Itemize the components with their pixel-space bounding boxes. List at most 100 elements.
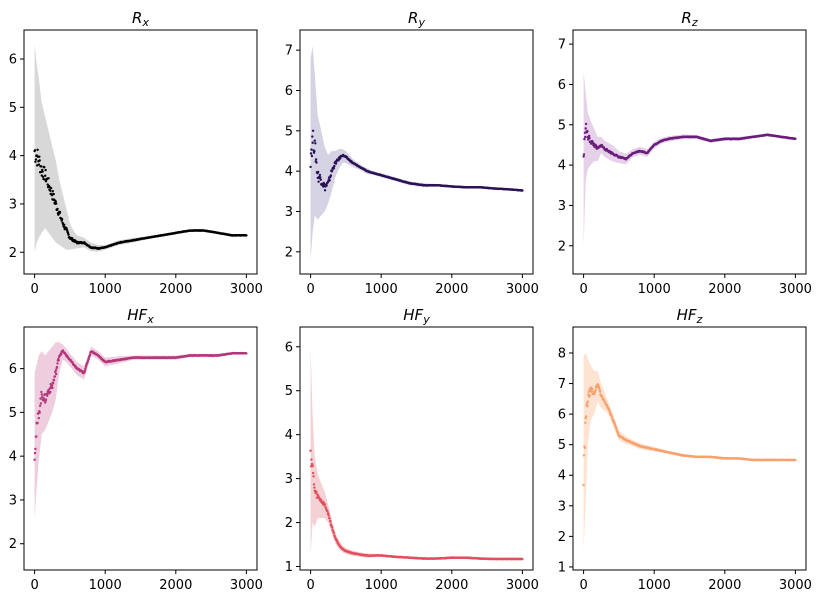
data-point: [333, 534, 336, 538]
axes-frame: [572, 29, 807, 275]
data-point: [313, 486, 316, 489]
data-point: [327, 512, 330, 515]
y-tick-label: 4: [558, 159, 566, 174]
data-point: [329, 174, 333, 177]
data-point: [309, 165, 312, 169]
y-tick-label: 4: [558, 469, 566, 484]
data-point: [84, 367, 87, 371]
data-point: [315, 161, 318, 164]
data-point: [310, 458, 313, 461]
x-tick-label: 1000: [365, 282, 398, 297]
chart-panel-hfy: 0 1000 2000 3000 1 2 3 4 5 6 HFy: [285, 306, 539, 593]
chart-title: HFz: [677, 306, 703, 326]
chart-title-subscript: z: [696, 313, 703, 326]
chart-panel-rx: 0 1000 2000 3000 2 3 4 5 6 Rx: [9, 9, 263, 297]
chart-panel-rz: 0 1000 2000 3000 2 3 4 5 6 7 Rz: [558, 9, 812, 297]
data-point: [37, 163, 40, 166]
data-point: [331, 169, 334, 172]
chart-panel-hfz: 0 1000 2000 3000 1 2 3 4 5 6 7 8 HFz: [558, 306, 812, 593]
data-point: [521, 189, 524, 192]
data-point: [615, 426, 618, 430]
data-point: [60, 353, 63, 356]
data-point: [582, 483, 585, 487]
y-tick-label: 5: [285, 124, 293, 139]
data-point: [582, 153, 586, 156]
data-point: [521, 557, 524, 561]
data-point: [329, 520, 332, 523]
x-tick-label: 3000: [779, 578, 812, 593]
data-point: [34, 160, 37, 163]
data-point: [591, 387, 594, 390]
data-point: [598, 390, 602, 393]
data-point: [54, 369, 57, 372]
data-point: [311, 129, 315, 132]
data-point: [44, 398, 48, 401]
data-point: [88, 353, 92, 356]
x-tick-label: 2000: [708, 282, 741, 297]
chart-title-main: HF: [127, 306, 147, 324]
chart-title-subscript: z: [691, 16, 698, 29]
data-point: [56, 207, 59, 211]
chart-title-main: R: [681, 9, 691, 27]
data-point: [87, 357, 91, 360]
data-points-rz: [582, 122, 797, 161]
y-tick-label: 3: [558, 499, 566, 514]
chart-title: Rx: [132, 9, 149, 29]
data-point: [54, 200, 57, 203]
data-point: [38, 155, 41, 158]
y-tick-label: 7: [558, 377, 566, 392]
data-point: [584, 415, 588, 418]
data-point: [36, 148, 39, 151]
data-point: [42, 397, 46, 400]
chart-panel-hfx: 0 1000 2000 3000 2 3 4 5 6 HFx: [9, 306, 263, 593]
data-point: [590, 390, 593, 394]
data-point: [317, 170, 320, 174]
data-point: [317, 495, 320, 498]
y-tick-label: 3: [9, 197, 17, 212]
data-point: [594, 389, 597, 392]
data-point: [319, 176, 322, 179]
data-point: [310, 148, 313, 151]
y-tick-label: 3: [558, 199, 566, 214]
data-point: [36, 421, 39, 425]
y-tick-label: 5: [9, 406, 17, 421]
data-points-ry: [309, 129, 524, 192]
data-point: [333, 164, 336, 168]
data-point: [328, 179, 331, 182]
data-point: [61, 349, 65, 352]
data-point: [57, 359, 60, 362]
data-point: [311, 462, 314, 466]
data-point: [50, 194, 54, 197]
y-tick-label: 6: [285, 84, 293, 99]
axes-frame: [23, 326, 258, 571]
uncertainty-band-ry: [310, 46, 523, 260]
data-point: [583, 137, 586, 141]
data-point: [245, 234, 248, 237]
data-point: [41, 170, 44, 173]
data-point: [586, 405, 589, 408]
data-point: [310, 154, 314, 158]
chart-title: HFy: [403, 306, 430, 326]
x-tick-label: 0: [579, 578, 587, 593]
data-point: [326, 510, 329, 513]
x-tick-label: 3000: [506, 578, 539, 593]
y-tick-label: 3: [285, 472, 293, 487]
data-point: [52, 192, 55, 196]
data-point: [586, 129, 589, 133]
data-point: [71, 237, 74, 240]
y-tick-label: 3: [285, 205, 293, 220]
chart-title: Ry: [408, 9, 425, 29]
y-tick-label: 5: [9, 101, 17, 116]
data-point: [582, 155, 585, 158]
y-tick-label: 4: [285, 165, 293, 180]
data-point: [56, 362, 59, 365]
data-point: [319, 178, 322, 181]
y-tick-label: 8: [558, 346, 566, 361]
data-point: [245, 352, 248, 355]
y-tick-label: 2: [558, 530, 566, 545]
data-point: [33, 458, 36, 461]
data-point: [43, 178, 46, 181]
data-point: [55, 365, 59, 369]
data-point: [309, 152, 313, 155]
x-tick-label: 2000: [435, 282, 468, 297]
